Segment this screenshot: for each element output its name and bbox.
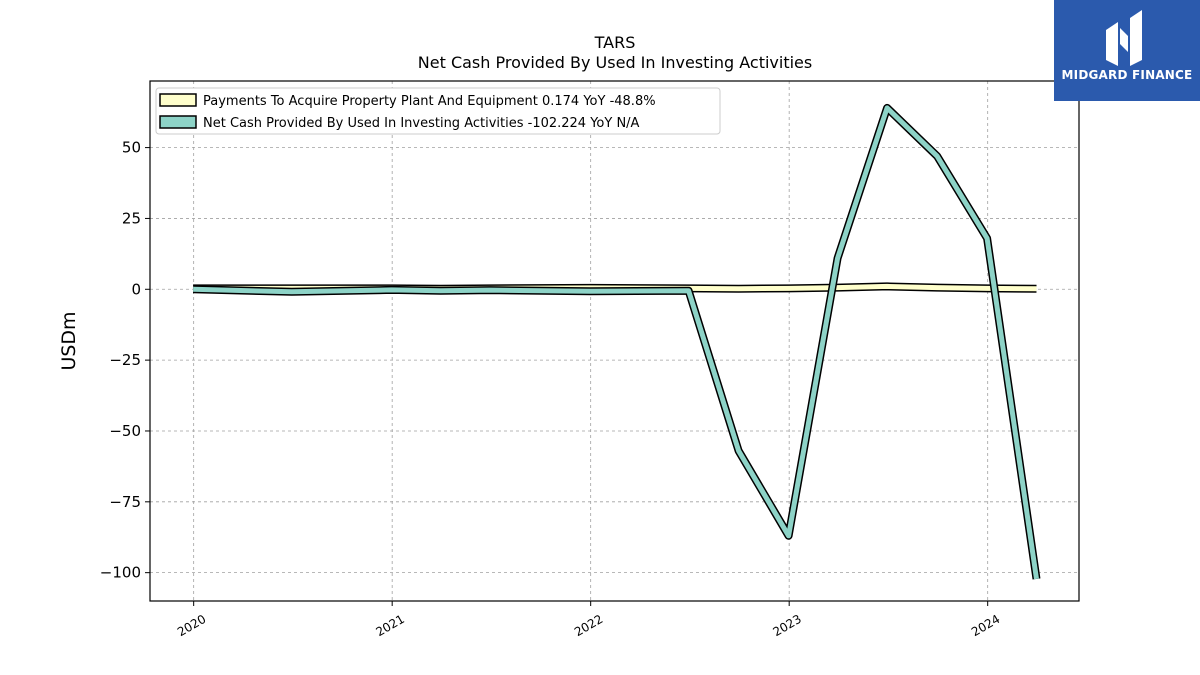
chart-title: TARS <box>594 33 636 52</box>
x-tick-label: 2023 <box>770 612 803 639</box>
y-tick-label: −25 <box>109 351 141 369</box>
x-tick-label: 2022 <box>572 612 605 639</box>
y-tick-label: 0 <box>131 280 141 298</box>
x-tick-label: 2020 <box>175 612 208 639</box>
legend-swatch-capex <box>159 93 197 107</box>
logo-text: MIDGARD FINANCE <box>1061 68 1193 82</box>
series-line-investing <box>192 103 1041 580</box>
plot-frame <box>149 80 1080 602</box>
legend: Payments To Acquire Property Plant And E… <box>155 87 721 135</box>
grid <box>150 81 1079 601</box>
y-axis-label: USDm <box>58 311 80 370</box>
series-line-investing-outline <box>192 103 1041 580</box>
brand-logo: MIDGARD FINANCE <box>1054 0 1200 101</box>
ticks: 50 25 0 −25 −50 −75 −100 2020 2021 2022 2023 2024 <box>100 139 1003 640</box>
legend-label-investing: Net Cash Provided By Used In Investing A… <box>203 116 640 131</box>
x-tick-label: 2024 <box>969 612 1002 639</box>
series-lines <box>192 103 1041 580</box>
series-line-investing-fill <box>193 105 1039 580</box>
legend-label-capex: Payments To Acquire Property Plant And E… <box>203 94 656 109</box>
y-tick-label: 50 <box>122 139 141 157</box>
y-tick-label: 25 <box>122 209 141 227</box>
logo-mark-icon <box>1106 10 1142 66</box>
legend-frame <box>155 87 721 135</box>
y-tick-label: −75 <box>109 493 141 511</box>
x-tick-label: 2021 <box>373 612 406 639</box>
chart-subtitle: Net Cash Provided By Used In Investing A… <box>418 53 812 72</box>
y-tick-label: −50 <box>109 422 141 440</box>
legend-swatch-investing <box>159 115 197 129</box>
y-tick-label: −100 <box>100 564 141 582</box>
